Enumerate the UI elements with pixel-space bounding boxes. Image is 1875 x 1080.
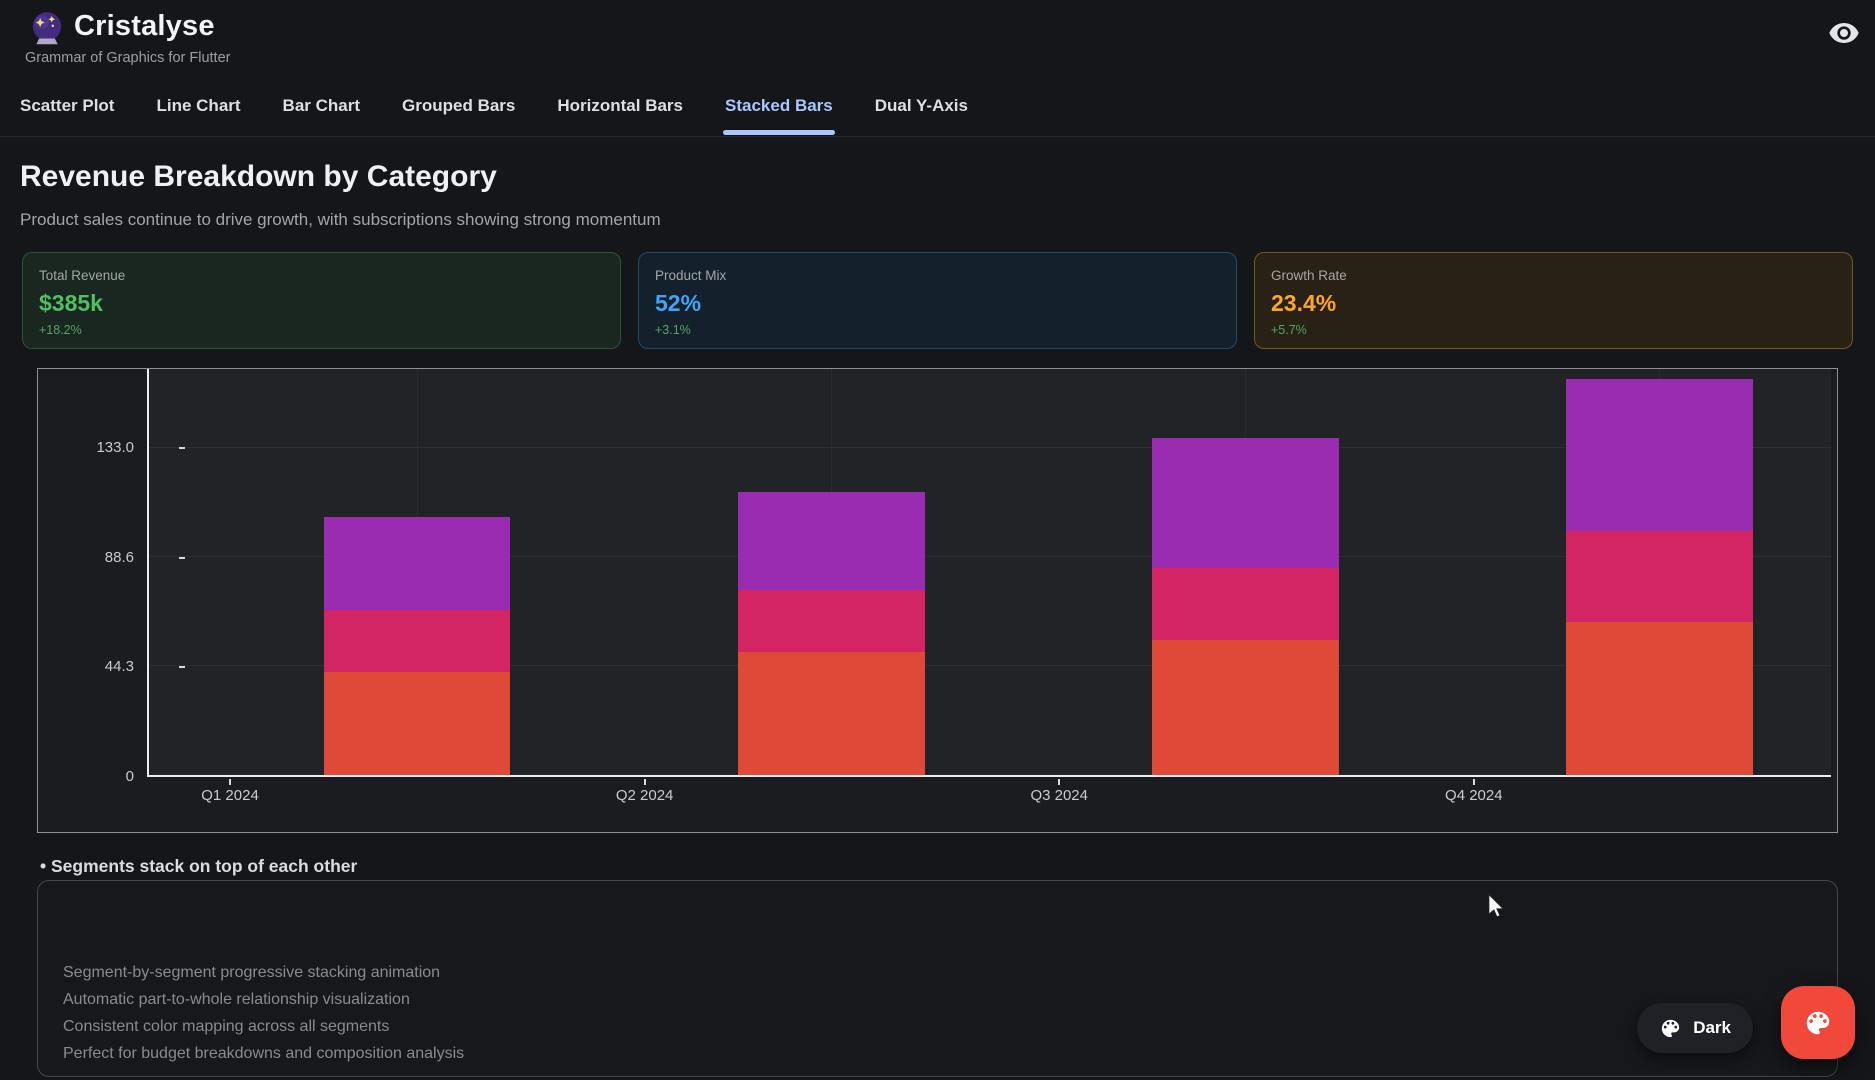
y-axis-tick-label: 88.6 bbox=[104, 548, 134, 566]
bar-segment-top-segment-purple-q1-2024 bbox=[323, 516, 511, 611]
stat-delta: +18.2% bbox=[39, 323, 82, 337]
feature-line: Perfect for budget breakdowns and compos… bbox=[63, 1045, 465, 1062]
h-gridline bbox=[149, 556, 1831, 557]
tab-label: Scatter Plot bbox=[20, 96, 115, 115]
tab-label: Bar Chart bbox=[282, 96, 361, 115]
crystal-ball-icon bbox=[32, 12, 62, 45]
h-gridline bbox=[149, 446, 1831, 448]
tab-grouped-bars[interactable]: Grouped Bars bbox=[402, 75, 515, 136]
theme-toggle-chip[interactable]: Dark bbox=[1637, 1003, 1753, 1053]
stat-value: $385k bbox=[39, 290, 103, 316]
palette-icon bbox=[1806, 1011, 1830, 1034]
bar-segment-bottom-segment-orange-q3-2024 bbox=[1151, 639, 1339, 775]
y-axis-tick-mark bbox=[179, 556, 185, 559]
bar-segment-bottom-segment-orange-q1-2024 bbox=[323, 671, 511, 775]
tab-dual-y-axis[interactable]: Dual Y-Axis bbox=[875, 75, 968, 136]
x-axis-tick-mark bbox=[643, 779, 646, 785]
tab-label: Dual Y-Axis bbox=[874, 96, 968, 115]
x-axis-tick-mark bbox=[229, 779, 232, 785]
tab-scatter-plot[interactable]: Scatter Plot bbox=[20, 75, 114, 136]
tab-line-chart[interactable]: Line Chart bbox=[156, 75, 240, 136]
bar-segment-bottom-segment-orange-q4-2024 bbox=[1566, 622, 1753, 775]
page-subtitle: Product sales continue to drive growth, … bbox=[20, 210, 661, 229]
bar-segment-middle-segment-pink-q2-2024 bbox=[737, 590, 925, 652]
stat-card-growth-rate: Growth Rate 23.4% +5.7% bbox=[1254, 252, 1853, 349]
bar-segment-top-segment-purple-q2-2024 bbox=[737, 492, 925, 591]
app-title: Cristalyse bbox=[74, 10, 215, 42]
tab-horizontal-bars[interactable]: Horizontal Bars bbox=[557, 75, 683, 136]
theme-fab-button[interactable] bbox=[1781, 986, 1855, 1059]
bar-segment-middle-segment-pink-q4-2024 bbox=[1566, 531, 1753, 623]
stat-card-total-revenue: Total Revenue $385k +18.2% bbox=[22, 252, 621, 349]
x-axis-tick-mark bbox=[1058, 779, 1061, 785]
stat-delta: +3.1% bbox=[655, 323, 691, 337]
x-axis-tick-label: Q4 2024 bbox=[1445, 787, 1503, 804]
stat-delta: +5.7% bbox=[1271, 323, 1307, 337]
y-axis-tick-mark bbox=[179, 447, 185, 450]
tab-label: Horizontal Bars bbox=[557, 96, 684, 115]
tab-label: Line Chart bbox=[156, 96, 241, 115]
feature-line: Automatic part-to-whole relationship vis… bbox=[63, 991, 410, 1008]
y-axis-tick-mark bbox=[179, 666, 185, 669]
bar-segment-middle-segment-pink-q3-2024 bbox=[1151, 568, 1339, 640]
y-axis-tick-label: 133.0 bbox=[96, 439, 134, 457]
visibility-icon bbox=[1829, 23, 1859, 43]
y-axis-tick-label: 0 bbox=[125, 768, 134, 785]
palette-icon bbox=[1662, 1019, 1680, 1037]
tab-bar: Scatter Plot Line Chart Bar Chart Groupe… bbox=[0, 75, 1875, 137]
feature-line: Segment-by-segment progressive stacking … bbox=[63, 964, 441, 981]
bar-segment-middle-segment-pink-q1-2024 bbox=[323, 610, 511, 672]
active-tab-indicator bbox=[723, 130, 835, 135]
stat-value: 52% bbox=[655, 290, 702, 316]
x-axis-tick-label: Q3 2024 bbox=[1030, 787, 1088, 804]
stat-label: Product Mix bbox=[655, 268, 727, 283]
tab-stacked-bars[interactable]: Stacked Bars bbox=[723, 75, 835, 136]
stat-label: Growth Rate bbox=[1271, 268, 1347, 283]
bar-segment-bottom-segment-orange-q2-2024 bbox=[737, 651, 925, 775]
y-axis-tick-label: 44.3 bbox=[104, 658, 134, 676]
chart-note-bullet: • Segments stack on top of each other bbox=[40, 856, 358, 876]
bar-segment-top-segment-purple-q3-2024 bbox=[1151, 437, 1339, 569]
stat-card-product-mix: Product Mix 52% +3.1% bbox=[638, 252, 1237, 349]
chart-card: 0 44.3 88.6 133.0 Q1 2024 Q2 2024 Q3 2024 Q4 20… bbox=[37, 368, 1838, 833]
bar-segment-top-segment-purple-q4-2024 bbox=[1566, 378, 1753, 532]
header: Cristalyse Grammar of Graphics for Flutt… bbox=[0, 0, 1875, 75]
feature-line: Consistent color mapping across all segm… bbox=[63, 1018, 390, 1035]
tab-bar-chart[interactable]: Bar Chart bbox=[283, 75, 360, 136]
app-subtitle: Grammar of Graphics for Flutter bbox=[25, 50, 231, 66]
stat-cards-row: Total Revenue $385k +18.2% Product Mix 5… bbox=[22, 252, 1853, 349]
features-panel: Segment-by-segment progressive stacking … bbox=[37, 880, 1838, 1077]
h-gridline bbox=[149, 665, 1831, 666]
plot-area bbox=[147, 369, 1831, 777]
tab-label: Stacked Bars bbox=[725, 96, 833, 115]
page-title: Revenue Breakdown by Category bbox=[20, 160, 497, 193]
theme-toggle-label: Dark bbox=[1693, 1018, 1731, 1037]
x-axis-tick-label: Q2 2024 bbox=[615, 787, 674, 804]
visibility-toggle-button[interactable] bbox=[1825, 15, 1863, 51]
stat-value: 23.4% bbox=[1271, 290, 1337, 316]
x-axis-tick-label: Q1 2024 bbox=[201, 787, 259, 804]
tab-label: Grouped Bars bbox=[402, 96, 516, 115]
x-axis-tick-mark bbox=[1472, 779, 1475, 785]
stat-label: Total Revenue bbox=[39, 268, 126, 283]
